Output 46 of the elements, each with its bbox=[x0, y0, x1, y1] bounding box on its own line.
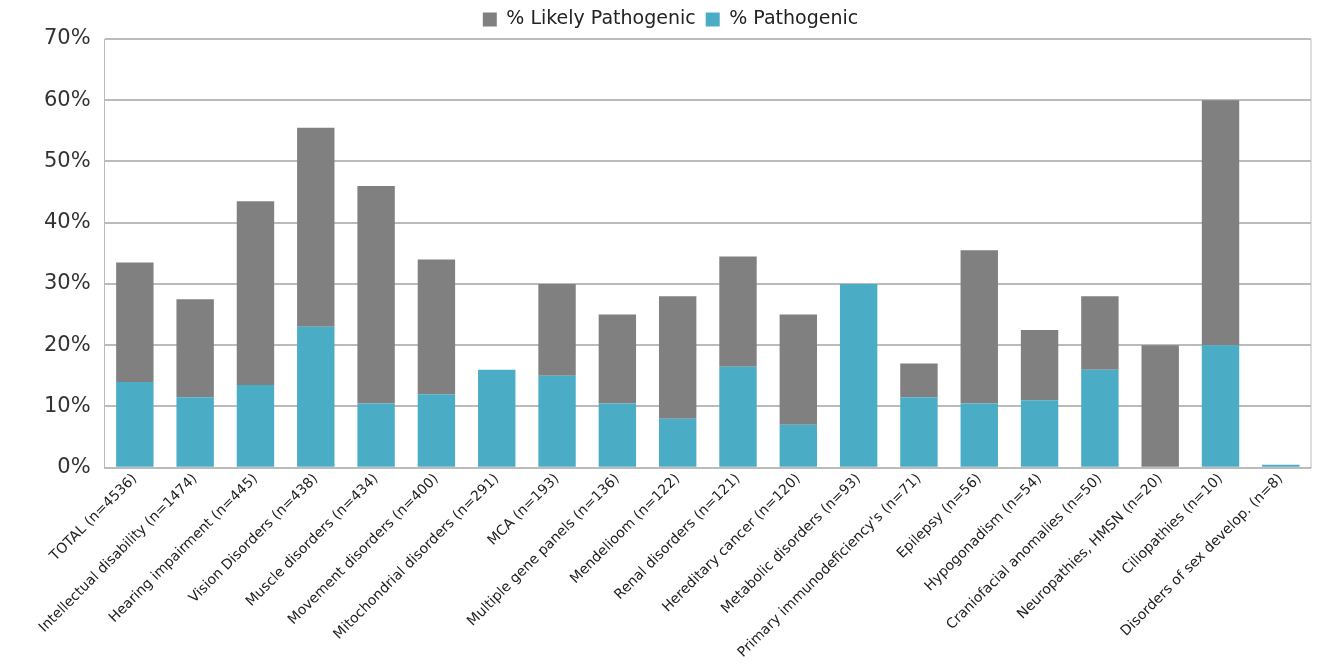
bar bbox=[417, 394, 456, 467]
bar bbox=[960, 250, 998, 404]
bar bbox=[236, 385, 275, 467]
bar bbox=[1201, 345, 1240, 467]
bar bbox=[1020, 400, 1059, 467]
bar bbox=[779, 424, 818, 467]
bar bbox=[1201, 100, 1240, 346]
bar bbox=[598, 403, 637, 467]
y-tick-label: 60% bbox=[43, 86, 91, 111]
bar bbox=[236, 201, 275, 386]
bar bbox=[839, 283, 878, 467]
y-tick-label: 0% bbox=[57, 454, 91, 479]
bar bbox=[357, 403, 395, 467]
y-tick-label: 20% bbox=[43, 331, 91, 356]
bar bbox=[900, 363, 938, 398]
legend-label: % Likely Pathogenic bbox=[506, 6, 696, 29]
bar bbox=[176, 299, 214, 398]
bar bbox=[417, 259, 456, 395]
bar bbox=[779, 314, 818, 425]
bar bbox=[598, 314, 637, 404]
bar bbox=[658, 296, 697, 419]
bar bbox=[176, 397, 214, 467]
bar bbox=[658, 418, 697, 467]
y-tick-label: 50% bbox=[43, 147, 91, 172]
bar bbox=[538, 375, 576, 467]
bar bbox=[1081, 369, 1119, 467]
bar bbox=[538, 283, 576, 376]
bar bbox=[1141, 345, 1179, 467]
bar bbox=[297, 127, 335, 327]
bar bbox=[900, 397, 938, 467]
bar bbox=[719, 366, 757, 467]
y-tick-label: 40% bbox=[43, 209, 91, 234]
y-tick-label: 70% bbox=[43, 25, 91, 50]
bar bbox=[1020, 329, 1059, 401]
legend-label: % Pathogenic bbox=[729, 6, 859, 29]
y-tick-label: 30% bbox=[43, 270, 91, 295]
bar bbox=[116, 381, 154, 467]
bar bbox=[297, 326, 335, 467]
bar bbox=[719, 256, 757, 367]
bar bbox=[478, 369, 516, 467]
y-tick-label: 10% bbox=[43, 392, 91, 417]
bar bbox=[357, 185, 395, 404]
bar bbox=[116, 262, 154, 382]
bar bbox=[960, 403, 998, 467]
bar bbox=[1081, 296, 1119, 370]
bar bbox=[1262, 464, 1300, 467]
